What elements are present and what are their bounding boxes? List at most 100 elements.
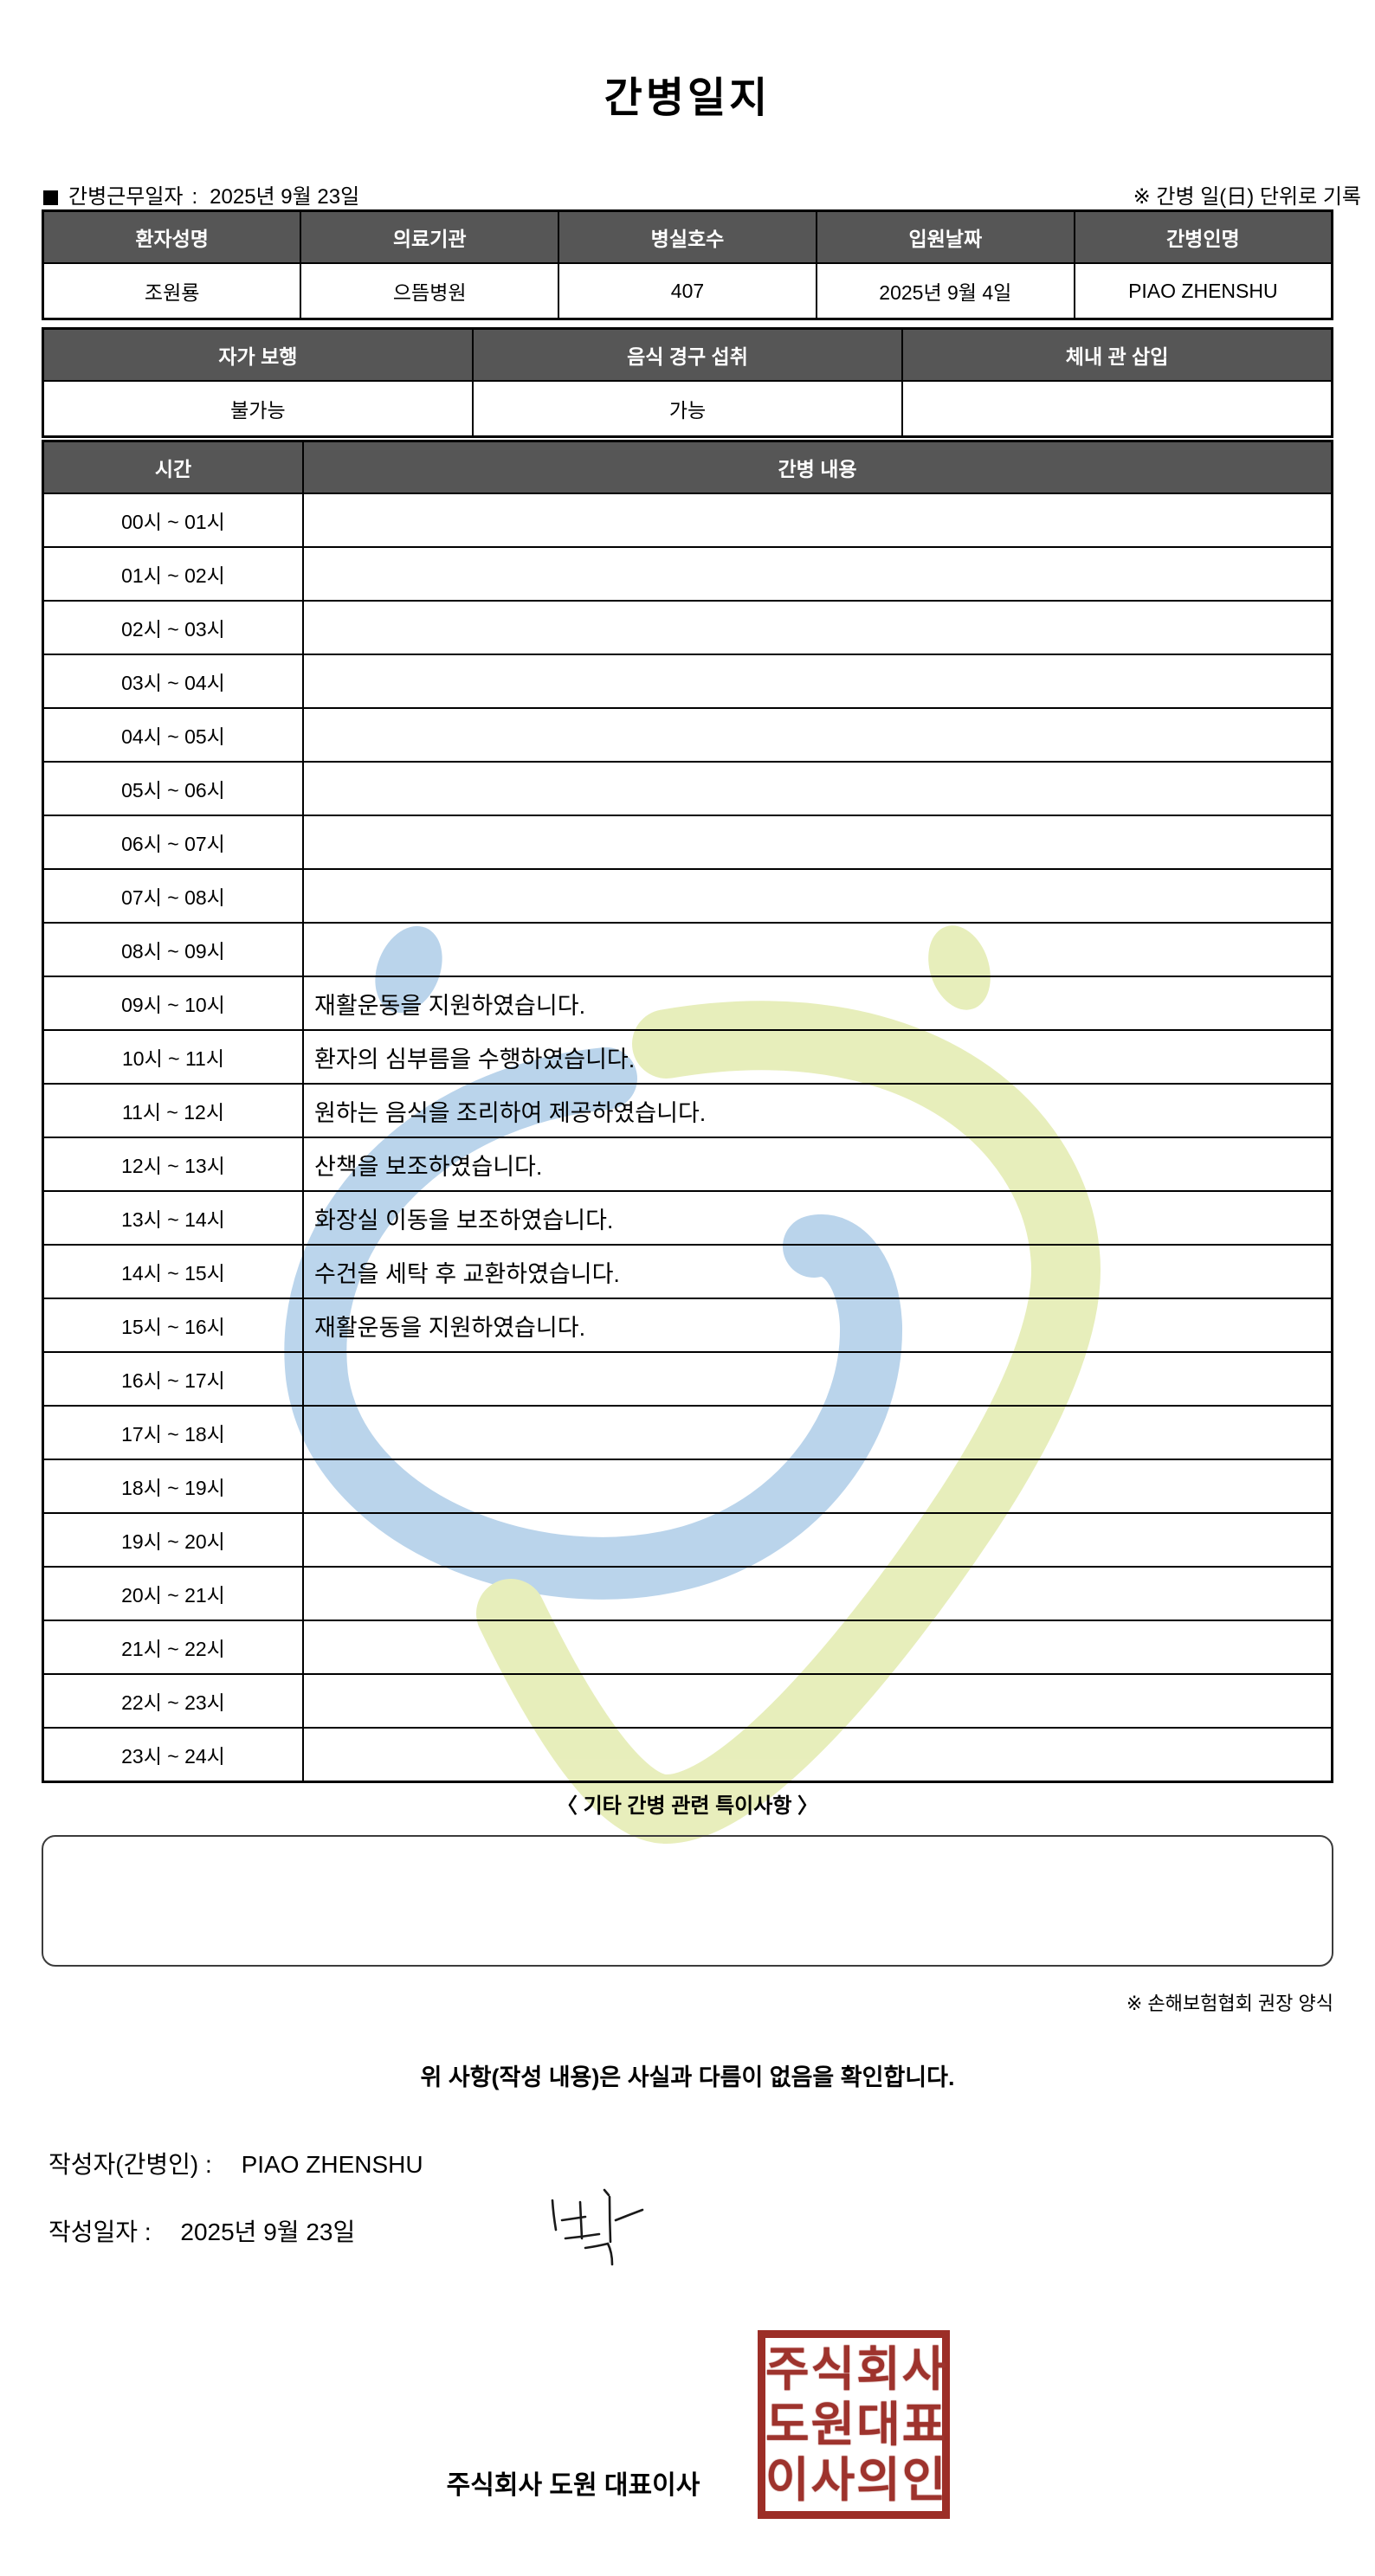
care-time-cell: 22시 ~ 23시 (42, 1673, 304, 1729)
care-time-cell: 10시 ~ 11시 (42, 1029, 304, 1085)
patient-value-row: 조원룡 으뜸병원 407 2025년 9월 4일 PIAO ZHENSHU (42, 262, 1333, 320)
status-header-row: 자가 보행 음식 경구 섭취 체내 관 삽입 (42, 327, 1333, 382)
meta-row: 간병근무일자 : 2025년 9월 23일 ※ 간병 일(日) 단위로 기록 (43, 185, 1361, 209)
written-date-label: 작성일자 : (48, 2219, 152, 2245)
status-value-cell (901, 380, 1333, 438)
patient-header-cell: 병실호수 (558, 209, 817, 264)
care-row: 06시 ~ 07시 (42, 815, 1333, 870)
care-row: 18시 ~ 19시 (42, 1459, 1333, 1514)
care-content-cell (302, 761, 1333, 816)
writer-line: 작성자(간병인) : PIAO ZHENSHU (48, 2150, 1375, 2180)
care-content-cell: 재활운동을 지원하였습니다. (302, 976, 1333, 1031)
written-date-value: 2025년 9월 23일 (180, 2219, 356, 2245)
care-row: 04시 ~ 05시 (42, 707, 1333, 763)
work-date-separator: : (191, 185, 198, 209)
status-value-cell: 가능 (471, 380, 904, 438)
status-header-cell: 체내 관 삽입 (901, 327, 1333, 382)
care-content-cell (302, 654, 1333, 709)
care-time-cell: 04시 ~ 05시 (42, 707, 304, 763)
care-row: 02시 ~ 03시 (42, 600, 1333, 655)
care-content-cell: 산책을 보조하였습니다. (302, 1137, 1333, 1192)
care-content-cell (302, 1620, 1333, 1675)
care-time-cell: 11시 ~ 12시 (42, 1083, 304, 1138)
care-row: 14시 ~ 15시 수건을 세탁 후 교환하였습니다. (42, 1244, 1333, 1299)
patient-status-table: 자가 보행 음식 경구 섭취 체내 관 삽입 불가능 가능 (42, 327, 1333, 438)
care-row: 11시 ~ 12시 원하는 음식을 조리하여 제공하였습니다. (42, 1083, 1333, 1138)
care-time-cell: 00시 ~ 01시 (42, 493, 304, 548)
square-bullet-icon (43, 190, 58, 205)
care-time-cell: 16시 ~ 17시 (42, 1351, 304, 1407)
care-content-cell (302, 600, 1333, 655)
work-date-line: 간병근무일자 : 2025년 9월 23일 (43, 185, 359, 209)
care-time-cell: 12시 ~ 13시 (42, 1137, 304, 1192)
written-date-line: 작성일자 : 2025년 9월 23일 (48, 2218, 1375, 2247)
care-content-cell (302, 546, 1333, 602)
work-date-label: 간병근무일자 (68, 185, 184, 209)
care-row: 07시 ~ 08시 (42, 868, 1333, 924)
care-time-cell: 06시 ~ 07시 (42, 815, 304, 870)
status-header-cell: 자가 보행 (42, 327, 474, 382)
patient-header-cell: 환자성명 (42, 209, 302, 264)
care-row: 13시 ~ 14시 화장실 이동을 보조하였습니다. (42, 1190, 1333, 1246)
care-row: 00시 ~ 01시 (42, 493, 1333, 548)
writer-label: 작성자(간병인) : (48, 2151, 212, 2178)
table-gap (0, 320, 1375, 327)
care-row: 05시 ~ 06시 (42, 761, 1333, 816)
patient-header-cell: 입원날짜 (815, 209, 1075, 264)
care-content-cell: 원하는 음식을 조리하여 제공하였습니다. (302, 1083, 1333, 1138)
care-row: 01시 ~ 02시 (42, 546, 1333, 602)
care-time-cell: 19시 ~ 20시 (42, 1512, 304, 1568)
work-date-value: 2025년 9월 23일 (210, 185, 360, 209)
care-content-cell: 수건을 세탁 후 교환하였습니다. (302, 1244, 1333, 1299)
care-row: 20시 ~ 21시 (42, 1566, 1333, 1621)
care-row: 23시 ~ 24시 (42, 1727, 1333, 1783)
handwritten-signature (551, 2188, 644, 2266)
care-content-cell (302, 1512, 1333, 1568)
care-content-cell (302, 922, 1333, 977)
care-content-cell (302, 707, 1333, 763)
form-note: ※ 손해보험협회 권장 양식 (1126, 1993, 1333, 2014)
care-time-cell: 03시 ~ 04시 (42, 654, 304, 709)
care-row: 03시 ~ 04시 (42, 654, 1333, 709)
page-title: 간병일지 (604, 75, 771, 121)
patient-value-cell: PIAO ZHENSHU (1073, 262, 1333, 320)
patient-value-cell: 조원룡 (42, 262, 302, 320)
patient-value-cell: 407 (558, 262, 817, 320)
patient-header-cell: 간병인명 (1073, 209, 1333, 264)
patient-value-cell: 으뜸병원 (300, 262, 560, 320)
patient-info-table: 환자성명 의료기관 병실호수 입원날짜 간병인명 조원룡 으뜸병원 407 2025년 9월 4… (42, 209, 1333, 320)
patient-header-row: 환자성명 의료기관 병실호수 입원날짜 간병인명 (42, 209, 1333, 264)
status-value-row: 불가능 가능 (42, 380, 1333, 438)
care-row: 19시 ~ 20시 (42, 1512, 1333, 1568)
care-row: 09시 ~ 10시 재활운동을 지원하였습니다. (42, 976, 1333, 1031)
care-content-cell (302, 1351, 1333, 1407)
patient-header-cell: 의료기관 (300, 209, 560, 264)
care-content-cell (302, 493, 1333, 548)
care-row: 21시 ~ 22시 (42, 1620, 1333, 1675)
document-content: 간병일지 간병근무일자 : 2025년 9월 23일 ※ 간병 일(日) 단위로… (0, 75, 1375, 2247)
care-log-table: 시간 간병 내용 00시 ~ 01시 01시 ~ 02시 02시 ~ 03시 03시 ~ … (42, 440, 1333, 1783)
stamp-text-row: 주식회사 (765, 2342, 948, 2396)
care-time-cell: 17시 ~ 18시 (42, 1405, 304, 1460)
care-content-cell (302, 1566, 1333, 1621)
care-row: 22시 ~ 23시 (42, 1673, 1333, 1729)
care-row: 10시 ~ 11시 환자의 심부름을 수행하였습니다. (42, 1029, 1333, 1085)
status-header-cell: 음식 경구 섭취 (471, 327, 904, 382)
care-time-cell: 07시 ~ 08시 (42, 868, 304, 924)
care-time-cell: 21시 ~ 22시 (42, 1620, 304, 1675)
care-row: 08시 ~ 09시 (42, 922, 1333, 977)
care-row: 17시 ~ 18시 (42, 1405, 1333, 1460)
care-time-cell: 01시 ~ 02시 (42, 546, 304, 602)
care-content-header: 간병 내용 (302, 440, 1333, 494)
care-row: 16시 ~ 17시 (42, 1351, 1333, 1407)
care-time-cell: 02시 ~ 03시 (42, 600, 304, 655)
care-content-cell (302, 1405, 1333, 1460)
care-content-cell (302, 868, 1333, 924)
status-value-cell: 불가능 (42, 380, 474, 438)
care-header-row: 시간 간병 내용 (42, 440, 1333, 494)
patient-value-cell: 2025년 9월 4일 (815, 262, 1075, 320)
stamp-text-row: 도원대표 (765, 2398, 948, 2451)
writer-name: PIAO ZHENSHU (241, 2151, 423, 2178)
corporate-seal-stamp: 주식회사 도원대표 이사의인 (758, 2330, 950, 2519)
